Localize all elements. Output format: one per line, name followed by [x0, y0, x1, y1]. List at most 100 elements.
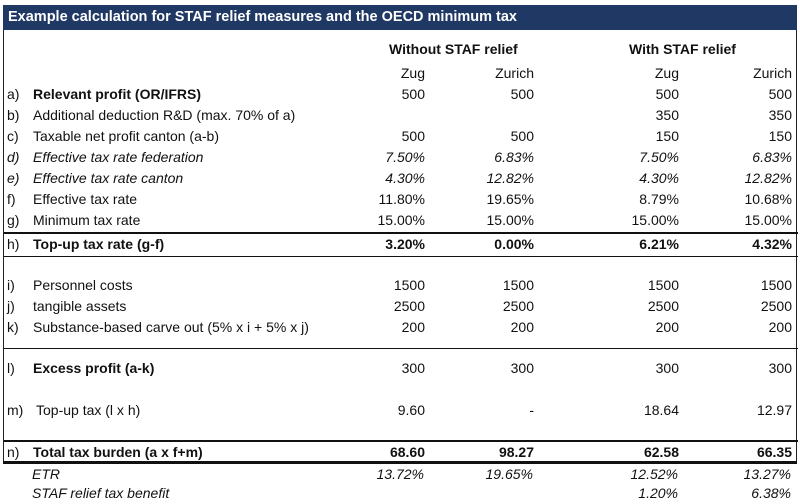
group-with-staf: With STAF relief — [629, 41, 736, 57]
cell-zurich-with: 10.68% — [744, 191, 792, 207]
cell-zurich-with: 66.35 — [756, 444, 792, 460]
cell-zurich-with: 200 — [768, 319, 792, 335]
cell-zug-with: 2500 — [647, 298, 679, 314]
divider — [4, 440, 798, 442]
cell-zug-without: 500 — [401, 128, 425, 144]
table-row: c) Taxable net profit canton (a-b) 500 5… — [4, 126, 798, 147]
row-label: l) — [7, 360, 15, 376]
table-row: f) Effective tax rate 11.80% 19.65% 8.79… — [4, 189, 798, 210]
row-label: m) — [7, 402, 24, 418]
cell-zurich-with: 2500 — [760, 298, 792, 314]
table-row: m) Top-up tax (l x h) 9.60 - 18.64 12.97 — [4, 400, 798, 421]
cell-zurich-without: 500 — [510, 86, 534, 102]
divider — [4, 256, 798, 257]
cell-zug-without: 200 — [401, 319, 425, 335]
row-text: Top-up tax (l x h) — [36, 402, 141, 418]
row-label: k) — [7, 319, 19, 335]
row-label: c) — [7, 128, 19, 144]
footer-row: ETR 13.72% 19.65% 12.52% 13.27% — [3, 464, 797, 485]
divider — [4, 232, 798, 234]
table-row: j) tangible assets 2500 2500 2500 2500 — [4, 296, 798, 317]
cell-zurich-with: 500 — [768, 86, 792, 102]
group-without-staf: Without STAF relief — [389, 41, 518, 57]
table-row: h) Top-up tax rate (g-f) 3.20% 0.00% 6.2… — [4, 234, 798, 255]
cell-zug-without: 500 — [401, 86, 425, 102]
cell-zug-without: 3.20% — [385, 236, 425, 252]
column-header-zurich-with: Zurich — [753, 65, 792, 81]
cell-zug-with: 200 — [655, 319, 679, 335]
column-header-row: Zug Zurich Zug Zurich — [4, 63, 798, 84]
row-text: Personnel costs — [33, 277, 133, 293]
row-label: d) — [7, 149, 20, 165]
row-label: b) — [7, 107, 20, 123]
cell-zurich-with: 150 — [768, 128, 792, 144]
cell-zurich-without: 1500 — [502, 277, 534, 293]
row-label: j) — [7, 298, 15, 314]
tax-calculation-table: Example calculation for STAF relief meas… — [3, 5, 798, 504]
cell-zug-without: 15.00% — [377, 212, 425, 228]
divider — [4, 348, 798, 349]
table-row: n) Total tax burden (a x f+m) 68.60 98.2… — [4, 442, 798, 463]
cell-zug-without: 9.60 — [397, 402, 425, 418]
cell-zug-without: 4.30% — [385, 170, 425, 186]
row-label: a) — [7, 86, 20, 102]
cell-zug-with: 8.79% — [639, 191, 679, 207]
cell-zurich-without: 200 — [510, 319, 534, 335]
row-label: f) — [7, 191, 16, 207]
cell-zug-without: 1500 — [393, 277, 425, 293]
footer-row: STAF relief tax benefit 1.20% 6.38% — [3, 483, 797, 504]
cell-zug-without: 300 — [401, 360, 425, 376]
cell-zug-without: 11.80% — [378, 191, 425, 207]
cell-zurich-with: 350 — [768, 107, 792, 123]
table-row: e) Effective tax rate canton 4.30% 12.82… — [4, 168, 798, 189]
cell-zug-with: 1.20% — [638, 485, 678, 501]
column-header-zug-without: Zug — [400, 65, 425, 81]
table-row: b) Additional deduction R&D (max. 70% of… — [4, 105, 798, 126]
cell-zurich-with: 15.00% — [744, 212, 792, 228]
footer-text: STAF relief tax benefit — [32, 485, 170, 501]
row-label: n) — [7, 444, 20, 460]
cell-zug-with: 6.21% — [639, 236, 679, 252]
cell-zug-with: 15.00% — [631, 212, 679, 228]
cell-zurich-with: 12.82% — [744, 170, 792, 186]
row-text: Top-up tax rate (g-f) — [33, 236, 165, 252]
cell-zurich-with: 300 — [768, 360, 792, 376]
table-row: l) Excess profit (a-k) 300 300 300 300 — [4, 358, 798, 379]
cell-zug-with: 1500 — [647, 277, 679, 293]
cell-zug-without: 2500 — [393, 298, 425, 314]
table-row: k) Substance-based carve out (5% x i + 5… — [4, 317, 798, 338]
cell-zurich-without: 15.00% — [486, 212, 534, 228]
table-row: d) Effective tax rate federation 7.50% 6… — [4, 147, 798, 168]
cell-zug-without: 68.60 — [389, 444, 425, 460]
row-text: Effective tax rate federation — [33, 149, 204, 165]
row-text: Substance-based carve out (5% x i + 5% x… — [33, 319, 309, 335]
cell-zug-with: 7.50% — [639, 149, 679, 165]
cell-zurich-without: 19.65% — [486, 191, 534, 207]
cell-zurich-with: 6.83% — [752, 149, 792, 165]
cell-zurich-without: 6.83% — [494, 149, 534, 165]
cell-zurich-without: 0.00% — [494, 236, 534, 252]
cell-zurich-with: 13.27% — [743, 466, 791, 482]
row-label: h) — [7, 236, 20, 252]
cell-zug-with: 350 — [655, 107, 679, 123]
cell-zurich-without: 500 — [510, 128, 534, 144]
column-header-zug-with: Zug — [654, 65, 679, 81]
cell-zug-with: 62.58 — [643, 444, 679, 460]
table-row: i) Personnel costs 1500 1500 1500 1500 — [4, 275, 798, 296]
row-text: Minimum tax rate — [33, 212, 141, 228]
cell-zurich-without: 12.82% — [486, 170, 534, 186]
row-label: i) — [7, 277, 15, 293]
cell-zurich-with: 6.38% — [751, 485, 791, 501]
row-label: e) — [7, 170, 20, 186]
row-text: tangible assets — [33, 298, 127, 314]
row-text: Additional deduction R&D (max. 70% of a) — [33, 107, 296, 123]
cell-zurich-with: 12.97 — [756, 402, 792, 418]
cell-zug-with: 500 — [655, 86, 679, 102]
row-text: Taxable net profit canton (a-b) — [33, 128, 219, 144]
row-text: Effective tax rate — [33, 191, 138, 207]
row-text: Excess profit (a-k) — [33, 360, 155, 376]
cell-zurich-without: 98.27 — [498, 444, 534, 460]
cell-zurich-with: 4.32% — [752, 236, 792, 252]
table-row: g) Minimum tax rate 15.00% 15.00% 15.00%… — [4, 210, 798, 231]
table-body: Without STAF relief With STAF relief Zug… — [3, 30, 798, 464]
